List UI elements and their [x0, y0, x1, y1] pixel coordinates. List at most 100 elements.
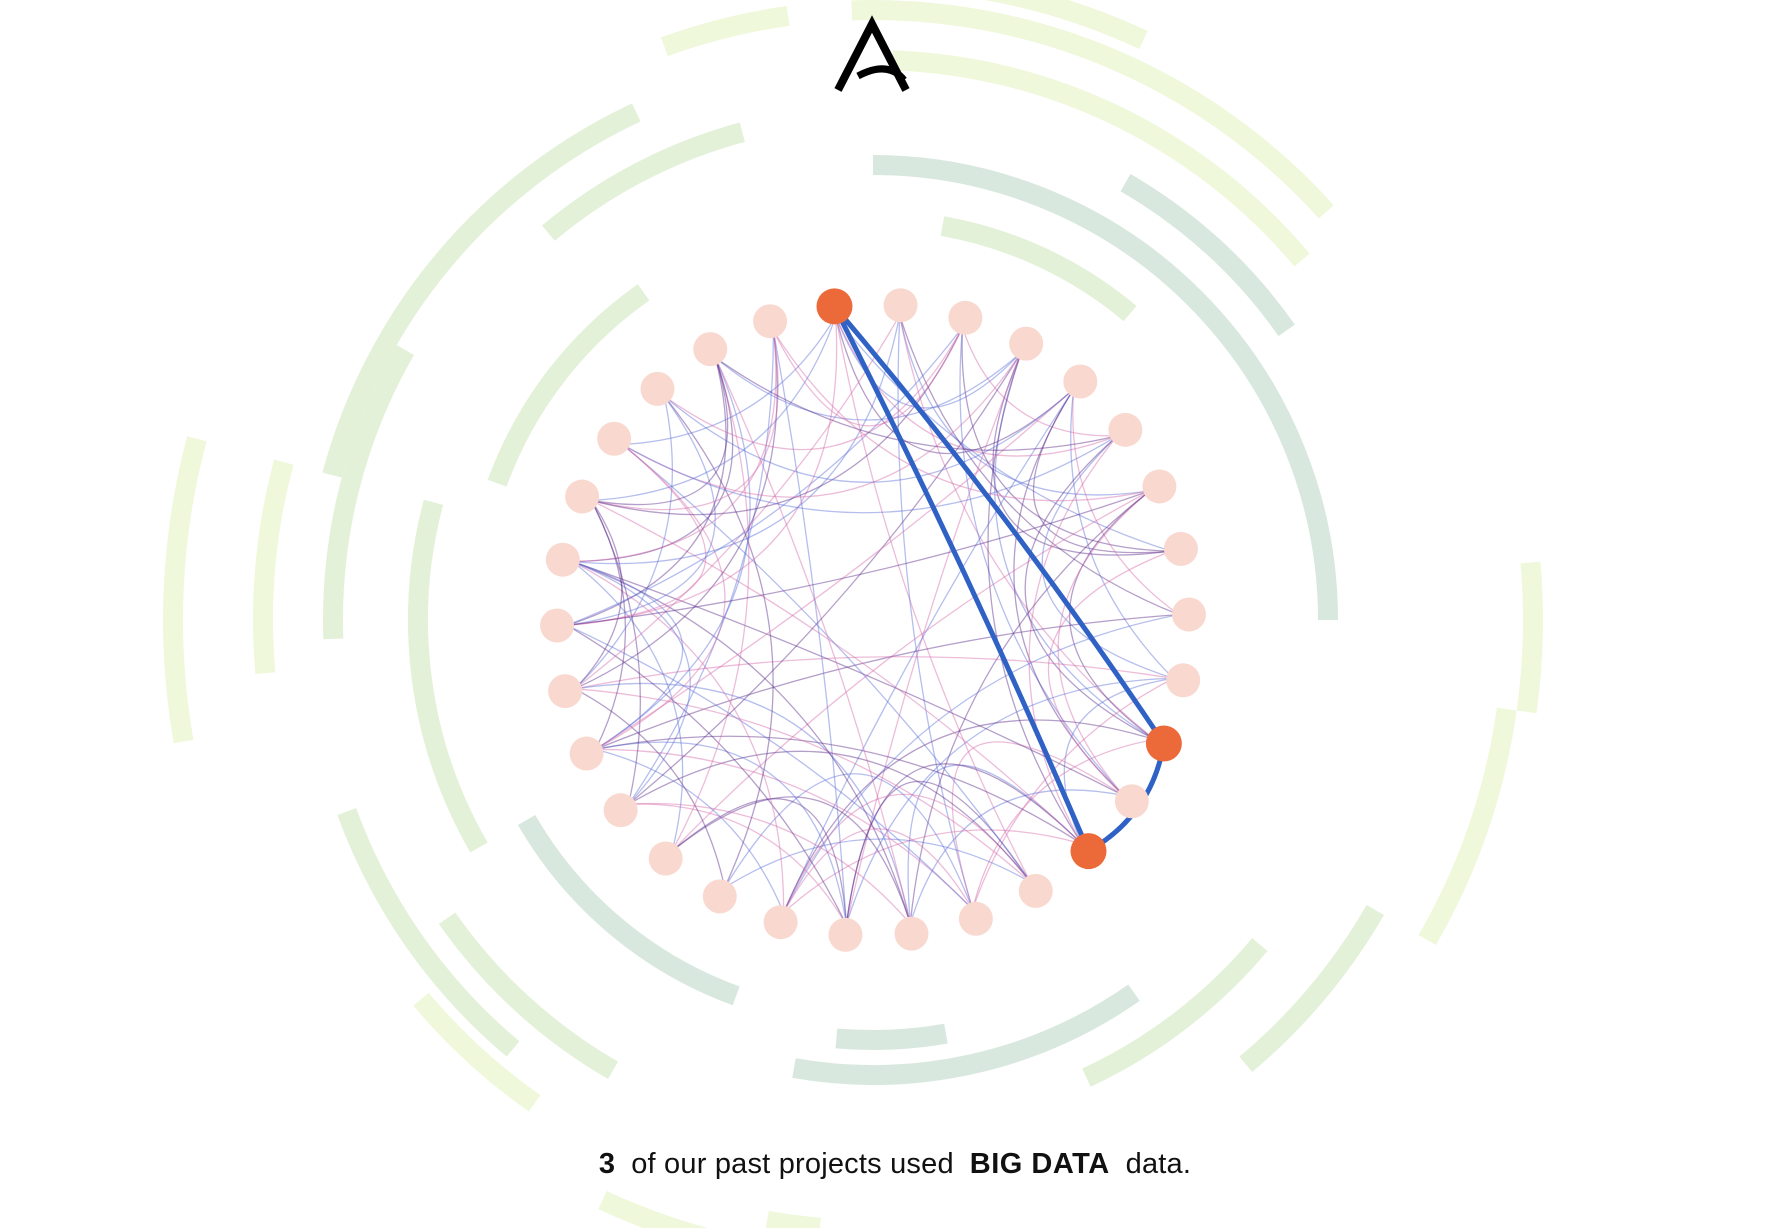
project-node[interactable]	[597, 421, 632, 456]
ring-arc	[253, 459, 294, 675]
chord-link	[628, 352, 1022, 805]
chord-link	[572, 315, 901, 565]
project-node[interactable]	[548, 674, 583, 709]
chord-link	[572, 561, 911, 924]
chord-link	[845, 677, 1174, 926]
chord-link	[1070, 388, 1174, 679]
project-node[interactable]	[569, 736, 604, 771]
chord-link	[595, 748, 785, 913]
chord-link	[671, 796, 911, 924]
chord-link	[845, 763, 1083, 925]
project-node[interactable]	[948, 300, 983, 335]
category-label: BIG DATA	[969, 1148, 1110, 1180]
ring-arc	[892, 50, 1310, 267]
chord-link	[1032, 388, 1172, 554]
chord-link	[628, 803, 847, 926]
chord-link	[595, 748, 974, 910]
chord-link	[566, 316, 838, 626]
chord-link	[595, 443, 726, 750]
chord-link	[590, 500, 641, 805]
summary-caption: 3 of our past projects used BIG DATA data.	[0, 1148, 1790, 1181]
chord-link	[566, 326, 963, 626]
project-node[interactable]	[753, 304, 788, 339]
project-node[interactable]	[763, 905, 798, 940]
chord-link	[595, 388, 1075, 750]
ring-arc	[872, 155, 1338, 621]
ring-arc	[487, 284, 650, 487]
chord-link	[590, 500, 627, 750]
chord-link	[591, 316, 837, 502]
chord-link	[566, 395, 716, 626]
chord-link	[591, 327, 964, 516]
chord-link	[574, 682, 911, 924]
chord-link	[782, 614, 1180, 913]
chord-link	[782, 719, 1155, 913]
project-node[interactable]	[1018, 873, 1053, 908]
chord-link	[714, 351, 1022, 421]
chord-link	[566, 624, 847, 926]
chord-link	[566, 443, 707, 626]
logo-icon[interactable]	[834, 15, 910, 92]
project-node[interactable]	[1063, 364, 1098, 399]
ring-arc	[984, 0, 1148, 50]
chord-link	[671, 798, 847, 925]
ring-arc	[1418, 707, 1517, 945]
chord-link	[907, 764, 1083, 924]
ring-arc	[163, 436, 207, 744]
chord-link	[959, 327, 1125, 796]
ring-arc	[835, 1023, 948, 1050]
chord-link	[992, 352, 1172, 556]
chord-link	[899, 314, 1180, 616]
chord-link	[671, 490, 1151, 852]
project-node[interactable]	[1171, 597, 1206, 632]
project-node[interactable]	[894, 916, 929, 951]
project-node[interactable]	[1142, 469, 1177, 504]
project-node[interactable]	[702, 879, 737, 914]
project-node[interactable]	[1108, 412, 1143, 447]
chord-link	[772, 330, 847, 925]
chord-link	[1047, 550, 1172, 796]
project-node[interactable]	[958, 901, 993, 936]
ring-arc	[792, 984, 1140, 1085]
project-node[interactable]	[883, 288, 918, 323]
project-node[interactable]	[1009, 326, 1044, 361]
chord-link	[628, 802, 911, 925]
chord-link	[621, 443, 1032, 883]
ring-arc	[1239, 904, 1384, 1072]
project-node-highlighted[interactable]	[816, 288, 853, 325]
chord-link	[595, 735, 1083, 845]
project-node[interactable]	[1114, 784, 1149, 819]
ring-arc	[765, 1210, 821, 1228]
ring-arc	[438, 912, 619, 1079]
chord-link	[572, 561, 691, 805]
project-node[interactable]	[545, 542, 580, 577]
project-node[interactable]	[693, 332, 728, 367]
ring-arc	[517, 814, 740, 1006]
chord-link	[909, 490, 1151, 924]
chord-link	[572, 560, 684, 750]
chord-link	[835, 316, 1032, 883]
ring-arc	[541, 122, 745, 241]
chord-link	[845, 352, 1022, 925]
chord-link	[595, 614, 1179, 750]
chord-link	[971, 738, 1155, 910]
chord-link	[961, 327, 1172, 552]
chord-link	[574, 330, 778, 690]
chord-link	[663, 327, 964, 451]
project-node[interactable]	[648, 841, 683, 876]
chord-link	[782, 828, 974, 913]
project-node[interactable]	[1163, 531, 1198, 566]
project-node[interactable]	[540, 608, 575, 643]
ring-arc	[1516, 561, 1543, 714]
project-node[interactable]	[603, 793, 638, 828]
project-node-highlighted[interactable]	[1070, 833, 1107, 870]
ring-arc	[408, 499, 488, 853]
ring-arc	[1082, 938, 1268, 1087]
chord-link	[595, 741, 847, 925]
project-node[interactable]	[565, 479, 600, 514]
project-node[interactable]	[640, 371, 675, 406]
project-node[interactable]	[1166, 663, 1201, 698]
project-node[interactable]	[828, 917, 863, 952]
project-node-highlighted[interactable]	[1145, 725, 1182, 762]
